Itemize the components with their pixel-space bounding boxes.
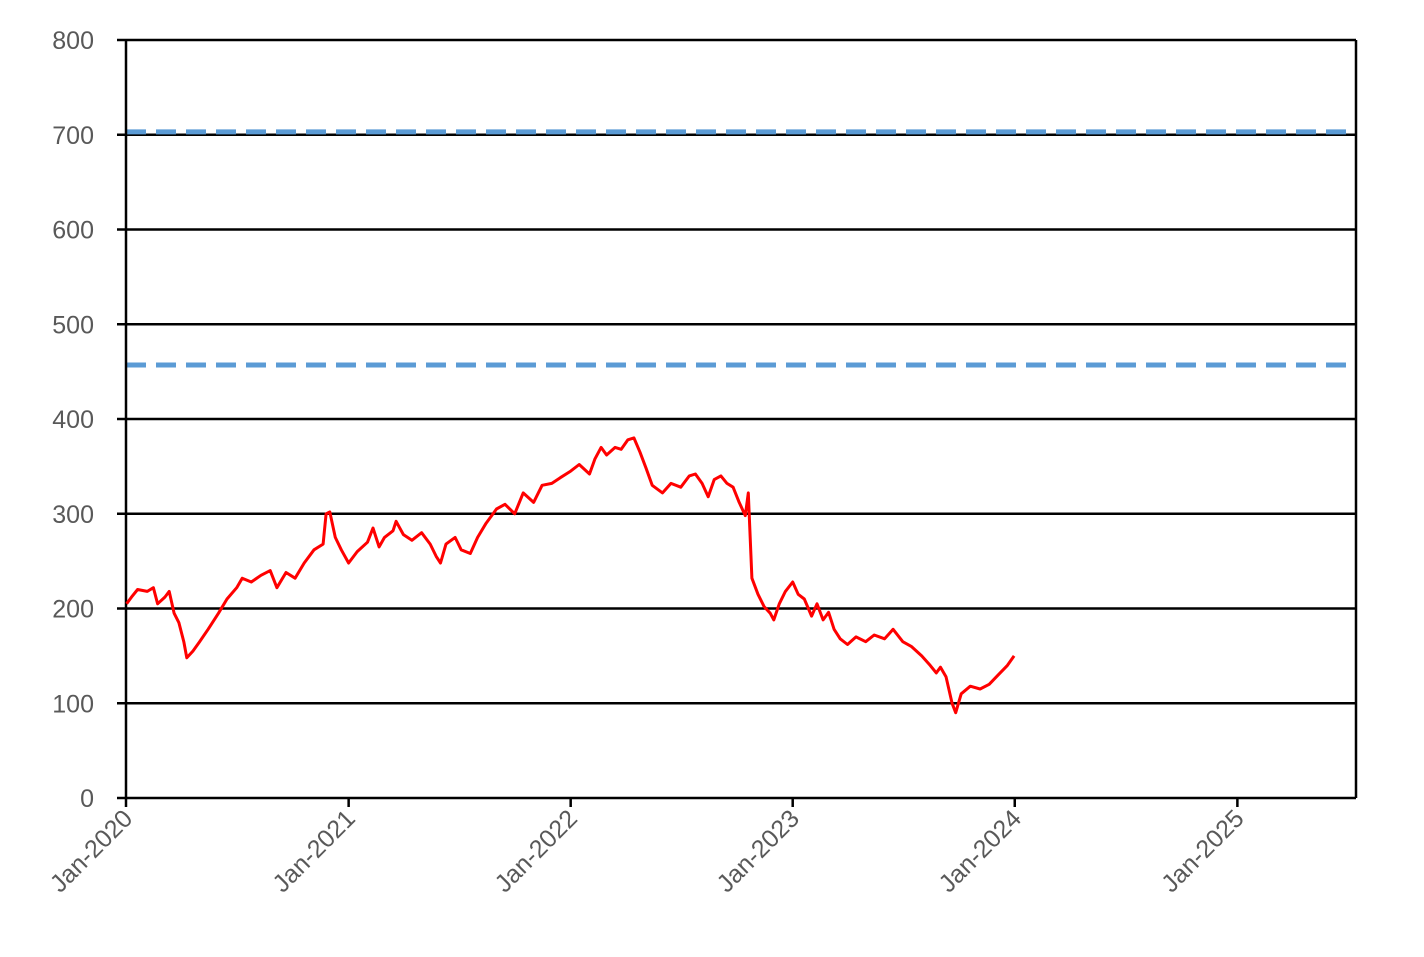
x-tick-label: Jan-2025	[1156, 804, 1250, 898]
y-tick-label: 200	[52, 596, 94, 624]
y-tick-labels: 0 100 200 300 400 500 600 700 800	[52, 27, 94, 813]
x-tick-label: Jan-2023	[711, 804, 805, 898]
axes	[124, 40, 1358, 807]
x-tick-label: Jan-2024	[933, 804, 1027, 898]
y-tick-label: 0	[80, 785, 94, 813]
y-tick-label: 600	[52, 217, 94, 245]
gridlines	[117, 38, 1356, 800]
x-tick-label: Jan-2022	[489, 804, 583, 898]
x-tick-labels: Jan-2020 Jan-2021 Jan-2022 Jan-2023 Jan-2024…	[45, 804, 1250, 898]
series-layer	[125, 436, 1016, 715]
x-tick-label: Jan-2021	[267, 804, 361, 898]
y-tick-label: 400	[52, 406, 94, 434]
y-tick-label: 700	[52, 122, 94, 150]
series-line-0	[125, 436, 1016, 715]
y-tick-label: 500	[52, 311, 94, 339]
x-tick-label: Jan-2020	[45, 804, 139, 898]
y-tick-label: 100	[52, 690, 94, 718]
reference-lines	[126, 129, 1356, 368]
y-tick-label: 300	[52, 501, 94, 529]
y-tick-label: 800	[52, 27, 94, 55]
